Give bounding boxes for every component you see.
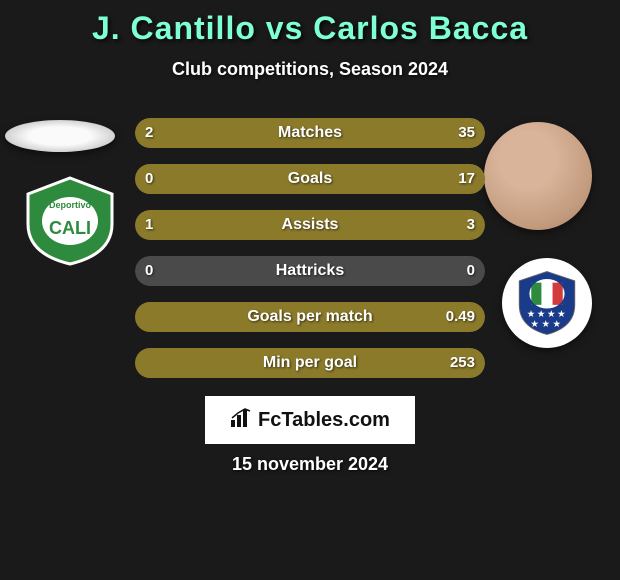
watermark-label: FcTables.com xyxy=(258,409,390,432)
stat-row: 13Assists xyxy=(135,210,485,240)
stats-list: 235Matches 017Goals 13Assists 00Hattricks 0.… xyxy=(135,118,485,394)
stat-row: 253Min per goal xyxy=(135,348,485,378)
stat-label: Goals per match xyxy=(135,302,485,332)
stat-label: Goals xyxy=(135,164,485,194)
svg-text:Deportivo: Deportivo xyxy=(49,200,92,210)
chart-icon xyxy=(230,408,252,433)
watermark: FcTables.com xyxy=(205,396,415,444)
stat-label: Min per goal xyxy=(135,348,485,378)
svg-text:CALI: CALI xyxy=(49,218,91,238)
stat-label: Hattricks xyxy=(135,256,485,286)
stat-row: 235Matches xyxy=(135,118,485,148)
comparison-card: J. Cantillo vs Carlos Bacca Club competi… xyxy=(0,0,620,580)
stat-label: Matches xyxy=(135,118,485,148)
page-title: J. Cantillo vs Carlos Bacca xyxy=(0,0,620,47)
subtitle: Club competitions, Season 2024 xyxy=(0,59,620,80)
stat-label: Assists xyxy=(135,210,485,240)
date-label: 15 november 2024 xyxy=(0,454,620,475)
stat-row: 017Goals xyxy=(135,164,485,194)
player-left-avatar xyxy=(5,120,115,152)
svg-text:★★★: ★★★ xyxy=(530,319,563,329)
stat-row: 0.49Goals per match xyxy=(135,302,485,332)
player-left-club-badge: Deportivo CALI xyxy=(18,176,122,266)
player-right-avatar xyxy=(484,122,592,230)
svg-text:★★★★: ★★★★ xyxy=(527,309,568,319)
player-right-club-badge: ★★★★ ★★★ xyxy=(502,258,592,348)
stat-row: 00Hattricks xyxy=(135,256,485,286)
